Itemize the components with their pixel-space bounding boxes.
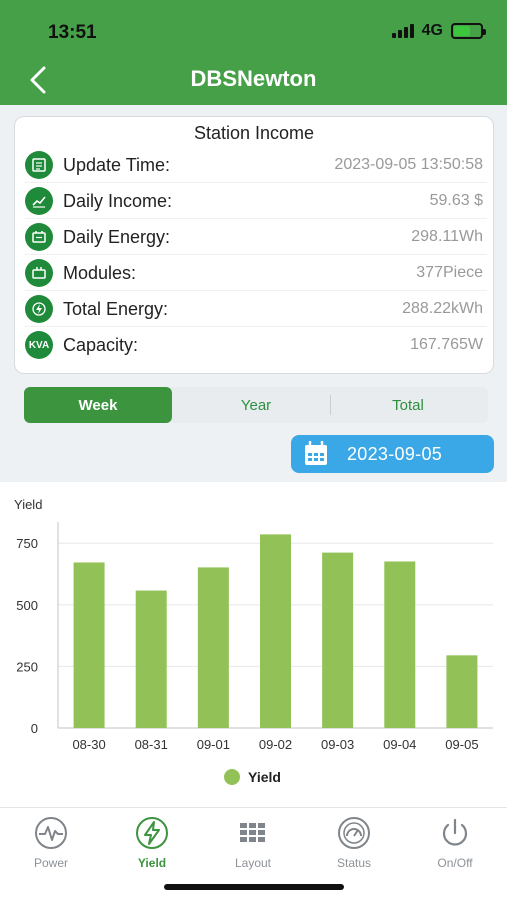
bar bbox=[135, 590, 167, 728]
update-time-label: Update Time: bbox=[63, 155, 171, 175]
home-indicator bbox=[164, 884, 344, 890]
y-tick-label: 750 bbox=[16, 536, 38, 551]
kva-icon: KVA bbox=[25, 331, 53, 359]
tabbar-onoff-label: On/Off bbox=[437, 856, 473, 870]
module-icon bbox=[25, 259, 53, 287]
tabbar-yield-label: Yield bbox=[137, 856, 167, 870]
row-update-time: Update Time: 2023-09-05 13:50:58 bbox=[25, 147, 487, 183]
battery-icon bbox=[451, 23, 486, 39]
y-axis-label: Yield bbox=[14, 497, 42, 512]
y-tick-label: 250 bbox=[16, 659, 38, 674]
tabbar-status[interactable]: Status bbox=[314, 816, 394, 870]
station-income-card: Station Income Update Time: 2023-09-05 1… bbox=[14, 116, 494, 374]
bar bbox=[384, 561, 416, 728]
x-tick-label: 09-03 bbox=[321, 737, 354, 752]
date-picker-button[interactable]: 2023-09-05 bbox=[291, 435, 494, 473]
layout-grid-icon bbox=[240, 823, 265, 842]
signal-icon bbox=[391, 24, 414, 38]
capacity-label: Capacity: bbox=[63, 335, 139, 355]
x-tick-label: 08-31 bbox=[135, 737, 168, 752]
daily-income-value: 59.63 $ bbox=[429, 192, 483, 209]
x-tick-label: 09-01 bbox=[197, 737, 230, 752]
x-tick-label: 09-04 bbox=[383, 737, 416, 752]
capacity-value: 167.765W bbox=[410, 336, 483, 353]
tabbar-layout[interactable]: Layout bbox=[213, 816, 293, 870]
y-tick-label: 0 bbox=[31, 721, 38, 736]
tab-divider bbox=[330, 395, 331, 415]
calendar-report-icon bbox=[25, 151, 53, 179]
battery-energy-icon bbox=[25, 223, 53, 251]
tab-week[interactable]: Week bbox=[24, 387, 172, 423]
page-title: DBSNewton bbox=[190, 66, 317, 91]
daily-income-label: Daily Income: bbox=[63, 191, 173, 211]
status-indicators: 4G bbox=[391, 22, 486, 40]
total-energy-value: 288.22kWh bbox=[402, 300, 483, 317]
network-type: 4G bbox=[421, 22, 443, 39]
update-time-value: 2023-09-05 13:50:58 bbox=[334, 156, 483, 173]
tabbar-power[interactable]: Power bbox=[11, 816, 91, 870]
yield-bar-chart: Yield 0 250 500 750 08-30 08-31 09-01 09-02 09-03… bbox=[14, 497, 493, 785]
back-arrow-icon[interactable] bbox=[24, 64, 56, 96]
income-trend-icon bbox=[25, 187, 53, 215]
status-time: 13:51 bbox=[48, 22, 97, 43]
tab-total[interactable]: Total bbox=[392, 396, 424, 414]
row-daily-energy: Daily Energy: 298.11Wh bbox=[25, 219, 487, 255]
x-tick-label: 09-02 bbox=[259, 737, 292, 752]
on-off-icon bbox=[442, 818, 468, 846]
lightning-icon bbox=[25, 295, 53, 323]
yield-chart: Yield 0 250 500 750 08-30 08-31 09-01 09-02 09-03… bbox=[0, 482, 507, 807]
x-tick-label: 09-05 bbox=[445, 737, 478, 752]
yield-lightning-icon bbox=[136, 817, 168, 849]
row-capacity: KVA Capacity: 167.765W bbox=[25, 327, 487, 363]
legend-label: Yield bbox=[248, 769, 281, 785]
nav-bar: DBSNewton bbox=[0, 56, 507, 105]
bar bbox=[73, 562, 105, 728]
status-gauge-icon bbox=[338, 817, 370, 849]
calendar-icon bbox=[305, 441, 327, 465]
power-wave-icon bbox=[35, 817, 67, 849]
tabbar-layout-label: Layout bbox=[234, 856, 272, 870]
selected-date: 2023-09-05 bbox=[347, 443, 443, 464]
total-energy-label: Total Energy: bbox=[63, 299, 169, 319]
modules-value: 377Piece bbox=[416, 264, 483, 281]
y-tick-label: 500 bbox=[16, 598, 38, 613]
tabbar-power-label: Power bbox=[33, 856, 68, 870]
status-bar: 13:51 4G bbox=[0, 0, 507, 56]
row-total-energy: Total Energy: 288.22kWh bbox=[25, 291, 487, 327]
tabbar-onoff[interactable]: On/Off bbox=[415, 816, 495, 870]
bar bbox=[260, 534, 291, 728]
row-modules: Modules: 377Piece bbox=[25, 255, 487, 291]
daily-energy-value: 298.11Wh bbox=[411, 228, 483, 245]
row-daily-income: Daily Income: 59.63 $ bbox=[25, 183, 487, 219]
tabbar-status-label: Status bbox=[336, 856, 372, 870]
bar bbox=[322, 552, 354, 728]
tab-year[interactable]: Year bbox=[240, 396, 272, 414]
x-tick-label: 08-30 bbox=[72, 737, 105, 752]
card-title: Station Income bbox=[193, 123, 315, 143]
tabbar-yield[interactable]: Yield bbox=[112, 816, 192, 870]
bar bbox=[446, 655, 478, 728]
legend-swatch bbox=[224, 769, 240, 785]
daily-energy-label: Daily Energy: bbox=[63, 227, 171, 247]
period-segmented-control: Week Year Total bbox=[24, 387, 488, 423]
bar bbox=[197, 567, 229, 728]
modules-label: Modules: bbox=[63, 263, 137, 283]
